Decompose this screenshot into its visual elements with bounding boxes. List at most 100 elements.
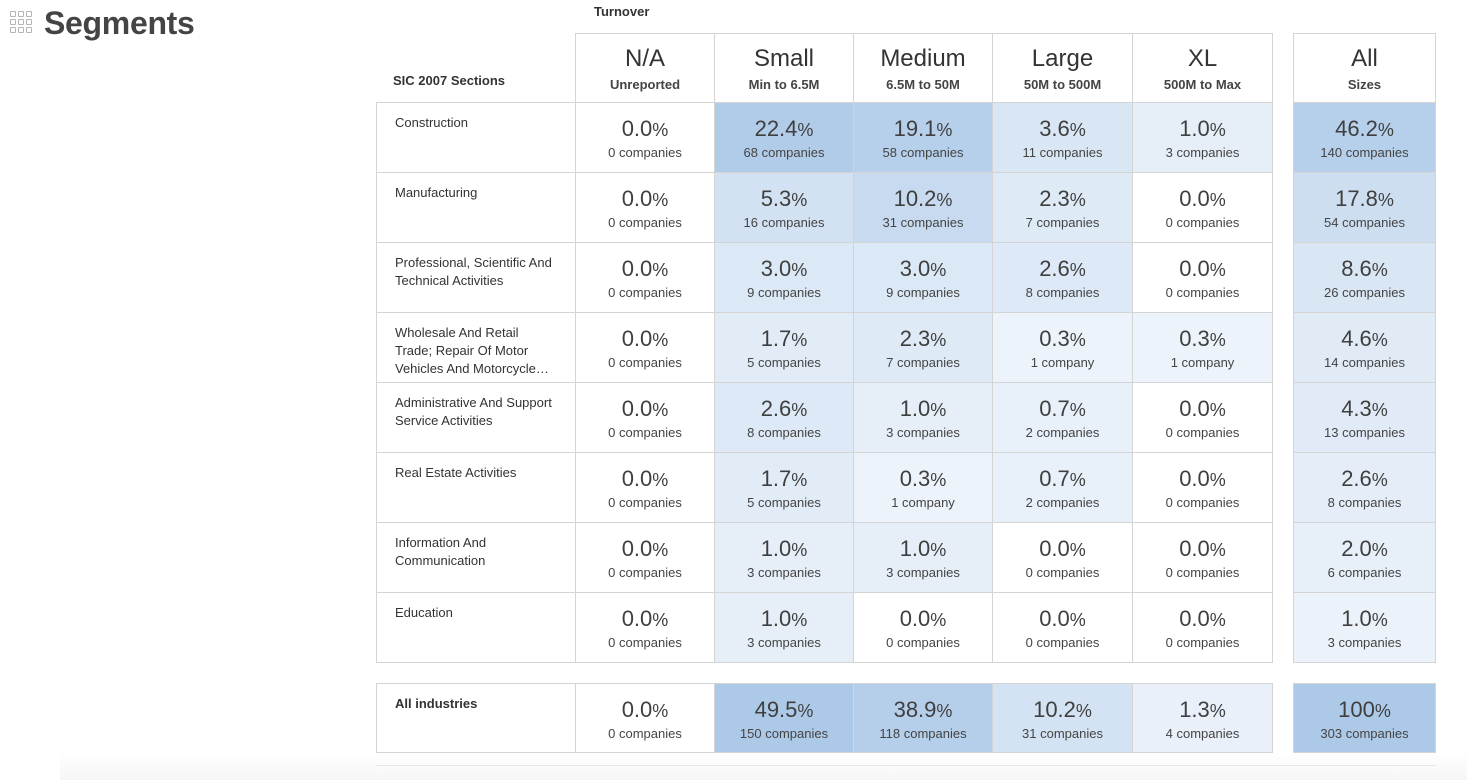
- row-total-cell[interactable]: 2.0% 6 companies: [1293, 522, 1436, 593]
- table-cell[interactable]: 0.7% 2 companies: [992, 382, 1133, 453]
- table-cell[interactable]: 0.0% 0 companies: [575, 522, 715, 593]
- table-cell[interactable]: 2.3% 7 companies: [992, 172, 1133, 243]
- row-label[interactable]: Administrative And Support Service Activ…: [376, 382, 576, 453]
- cell-percentage: 1.0%: [854, 396, 992, 423]
- row-label[interactable]: Construction: [376, 102, 576, 173]
- table-cell[interactable]: 0.0% 0 companies: [1132, 452, 1273, 523]
- cell-percentage-value: 0.3: [1039, 326, 1070, 351]
- column-header-all-sizes[interactable]: All Sizes: [1293, 33, 1436, 102]
- table-cell[interactable]: 0.0% 0 companies: [1132, 242, 1273, 313]
- column-header[interactable]: Large 50M to 500M: [992, 33, 1133, 102]
- table-cell[interactable]: 0.0% 0 companies: [992, 592, 1133, 663]
- table-cell[interactable]: 0.0% 0 companies: [853, 592, 993, 663]
- table-cell[interactable]: 0.0% 0 companies: [575, 382, 715, 453]
- table-cell[interactable]: 0.0% 0 companies: [575, 592, 715, 663]
- row-total-cell[interactable]: 46.2% 140 companies: [1293, 102, 1436, 173]
- table-cell[interactable]: 0.0% 0 companies: [1132, 592, 1273, 663]
- table-cell[interactable]: 1.0% 3 companies: [853, 522, 993, 593]
- cell-percentage: 2.6%: [1294, 466, 1435, 493]
- table-cell[interactable]: 3.0% 9 companies: [853, 242, 993, 313]
- grid-icon[interactable]: [10, 11, 34, 35]
- cell-percentage: 10.2%: [854, 186, 992, 213]
- table-cell[interactable]: 0.0% 0 companies: [1132, 522, 1273, 593]
- percent-sign: %: [791, 190, 808, 210]
- percent-sign: %: [936, 120, 953, 140]
- table-cell[interactable]: 22.4% 68 companies: [714, 102, 854, 173]
- column-header[interactable]: Small Min to 6.5M: [714, 33, 854, 102]
- row-total-cell[interactable]: 4.3% 13 companies: [1293, 382, 1436, 453]
- cell-percentage: 19.1%: [854, 116, 992, 143]
- table-cell[interactable]: 5.3% 16 companies: [714, 172, 854, 243]
- cell-company-count: 8 companies: [1327, 495, 1402, 510]
- summary-cell[interactable]: 38.9% 118 companies: [853, 683, 993, 753]
- row-total-cell[interactable]: 17.8% 54 companies: [1293, 172, 1436, 243]
- table-cell[interactable]: 0.0% 0 companies: [575, 312, 715, 383]
- table-cell[interactable]: 0.0% 0 companies: [575, 172, 715, 243]
- cell-company-count: 6 companies: [1327, 565, 1402, 580]
- column-header[interactable]: N/A Unreported: [575, 33, 715, 102]
- table-cell[interactable]: 0.0% 0 companies: [992, 522, 1133, 593]
- percent-sign: %: [930, 610, 947, 630]
- row-total-cell[interactable]: 4.6% 14 companies: [1293, 312, 1436, 383]
- row-total-cell[interactable]: 1.0% 3 companies: [1293, 592, 1436, 663]
- table-cell[interactable]: 0.3% 1 company: [1132, 312, 1273, 383]
- row-label[interactable]: Manufacturing: [376, 172, 576, 243]
- cell-percentage: 1.7%: [715, 326, 853, 353]
- table-cell[interactable]: 0.0% 0 companies: [1132, 172, 1273, 243]
- table-cell[interactable]: 2.3% 7 companies: [853, 312, 993, 383]
- row-label[interactable]: Real Estate Activities: [376, 452, 576, 523]
- row-label[interactable]: Professional, Scientific And Technical A…: [376, 242, 576, 313]
- row-total-cell[interactable]: 2.6% 8 companies: [1293, 452, 1436, 523]
- row-total-cell[interactable]: 8.6% 26 companies: [1293, 242, 1436, 313]
- cell-company-count: 9 companies: [747, 285, 821, 300]
- cell-percentage: 0.0%: [1133, 186, 1272, 213]
- table-cell[interactable]: 0.0% 0 companies: [1132, 382, 1273, 453]
- row-label[interactable]: Information And Communication: [376, 522, 576, 593]
- table-cell[interactable]: 1.7% 5 companies: [714, 312, 854, 383]
- table-cell[interactable]: 2.6% 8 companies: [992, 242, 1133, 313]
- summary-cell[interactable]: 49.5% 150 companies: [714, 683, 854, 753]
- column-header[interactable]: XL 500M to Max: [1132, 33, 1273, 102]
- turnover-group-label: Turnover: [594, 4, 650, 19]
- percent-sign: %: [791, 260, 808, 280]
- table-cell[interactable]: 1.0% 3 companies: [1132, 102, 1273, 173]
- cell-company-count: 0 companies: [608, 145, 682, 160]
- table-cell[interactable]: 0.3% 1 company: [853, 452, 993, 523]
- table-cell[interactable]: 3.6% 11 companies: [992, 102, 1133, 173]
- table-cell[interactable]: 1.0% 3 companies: [714, 522, 854, 593]
- cell-percentage-value: 8.6: [1341, 256, 1372, 281]
- table-cell[interactable]: 0.0% 0 companies: [575, 452, 715, 523]
- row-label[interactable]: Education: [376, 592, 576, 663]
- summary-cell[interactable]: 0.0% 0 companies: [575, 683, 715, 753]
- summary-cell[interactable]: 10.2% 31 companies: [992, 683, 1133, 753]
- cell-company-count: 140 companies: [1320, 145, 1409, 160]
- column-header[interactable]: Medium 6.5M to 50M: [853, 33, 993, 102]
- table-cell[interactable]: 1.7% 5 companies: [714, 452, 854, 523]
- cell-percentage: 22.4%: [715, 116, 853, 143]
- table-cell[interactable]: 2.6% 8 companies: [714, 382, 854, 453]
- percent-sign: %: [1075, 701, 1092, 721]
- cell-percentage: 0.0%: [576, 606, 714, 633]
- percent-sign: %: [1209, 540, 1226, 560]
- table-cell[interactable]: 0.7% 2 companies: [992, 452, 1133, 523]
- table-cell[interactable]: 19.1% 58 companies: [853, 102, 993, 173]
- cell-percentage-value: 0.0: [1179, 396, 1210, 421]
- table-cell[interactable]: 10.2% 31 companies: [853, 172, 993, 243]
- cell-percentage: 4.3%: [1294, 396, 1435, 423]
- table-cell[interactable]: 0.3% 1 company: [992, 312, 1133, 383]
- table-cell[interactable]: 1.0% 3 companies: [714, 592, 854, 663]
- table-cell[interactable]: 1.0% 3 companies: [853, 382, 993, 453]
- cell-percentage-value: 0.7: [1039, 466, 1070, 491]
- row-label[interactable]: Wholesale And Retail Trade; Repair Of Mo…: [376, 312, 576, 383]
- cell-percentage-value: 1.7: [760, 326, 792, 351]
- cell-company-count: 0 companies: [1165, 425, 1240, 440]
- table-cell[interactable]: 0.0% 0 companies: [575, 242, 715, 313]
- summary-cell[interactable]: 1.3% 4 companies: [1132, 683, 1273, 753]
- table-cell[interactable]: 3.0% 9 companies: [714, 242, 854, 313]
- percent-sign: %: [652, 540, 669, 560]
- cell-percentage: 0.0%: [1133, 466, 1272, 493]
- summary-row-label[interactable]: All industries: [376, 683, 576, 753]
- table-cell[interactable]: 0.0% 0 companies: [575, 102, 715, 173]
- summary-total-cell[interactable]: 100% 303 companies: [1293, 683, 1436, 753]
- percent-sign: %: [1371, 330, 1388, 350]
